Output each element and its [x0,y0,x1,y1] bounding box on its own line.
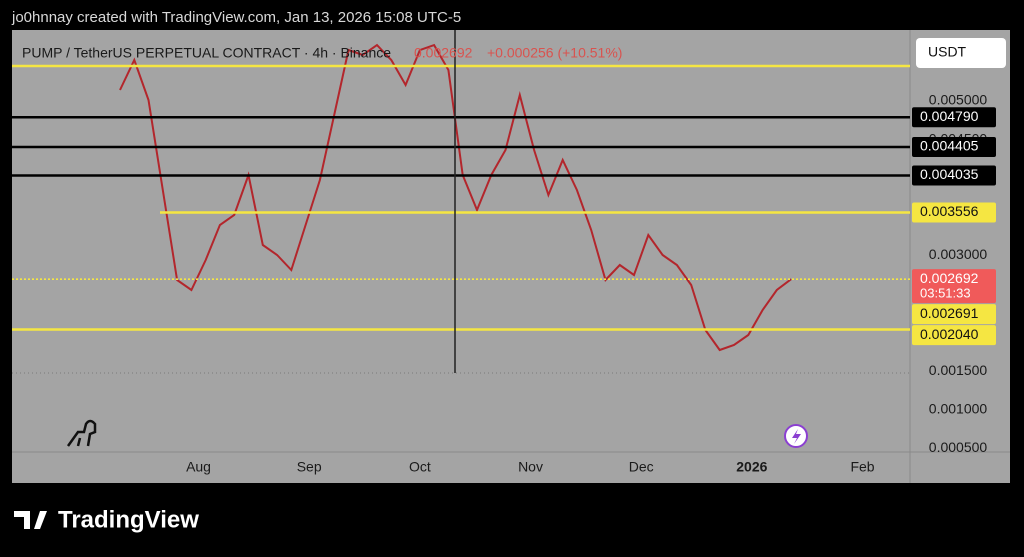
y-tick-label: 0.001500 [929,362,988,378]
y-tick-label: 0.005000 [929,92,988,108]
brand: TradingView [58,506,199,533]
logo-mark [14,511,47,529]
price-label: 0.004405 [920,138,979,154]
flash-bolt [792,429,801,444]
price-label-box [912,325,996,346]
x-tick-label: Nov [518,459,543,475]
price-label-box [912,136,996,157]
price-label: 0.002691 [920,305,979,321]
chart-panel [12,30,1010,483]
currency[interactable]: USDT [928,44,967,60]
x-tick-label: Oct [409,459,431,475]
symbol: PUMP / TetherUS PERPETUAL CONTRACT · 4h … [22,45,391,61]
price-label-box [912,269,996,304]
price-label-box [912,202,996,223]
x-tick-label: Sep [297,459,322,475]
credit: jo0hnnay created with TradingView.com, J… [11,9,461,26]
price-label: 0.004035 [920,166,979,182]
dino-icon [66,419,97,447]
price-label-box [912,107,996,128]
price-label-box [912,165,996,186]
y-tick-label: 0.000500 [929,439,988,455]
x-tick-label: Dec [629,459,654,475]
countdown: 03:51:33 [920,286,971,301]
price-label: 0.003556 [920,203,979,219]
y-tick-label: 0.001000 [929,400,988,416]
last-price: 0.002692 [414,45,473,61]
price-label: 0.004790 [920,108,979,124]
x-tick-label: Aug [186,459,211,475]
x-tick-label: 2026 [736,459,767,475]
y-tick-label: 0.003000 [929,246,988,262]
price-change: +0.000256 (+10.51%) [487,45,622,61]
price-label-box [912,304,996,325]
x-tick-label: Feb [850,459,874,475]
currency-button[interactable] [916,38,1006,68]
price-label: 0.002692 [920,270,979,286]
price-label: 0.002040 [920,326,979,342]
